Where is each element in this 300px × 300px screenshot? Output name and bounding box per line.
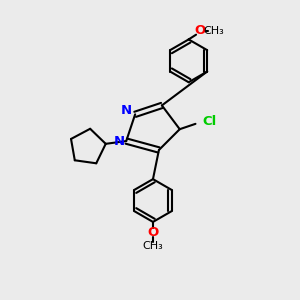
- Text: N: N: [114, 135, 125, 148]
- Text: Cl: Cl: [202, 115, 216, 128]
- Text: CH₃: CH₃: [203, 26, 224, 35]
- Text: O: O: [147, 226, 159, 239]
- Text: N: N: [121, 104, 132, 117]
- Text: O: O: [194, 24, 206, 37]
- Text: CH₃: CH₃: [142, 241, 163, 251]
